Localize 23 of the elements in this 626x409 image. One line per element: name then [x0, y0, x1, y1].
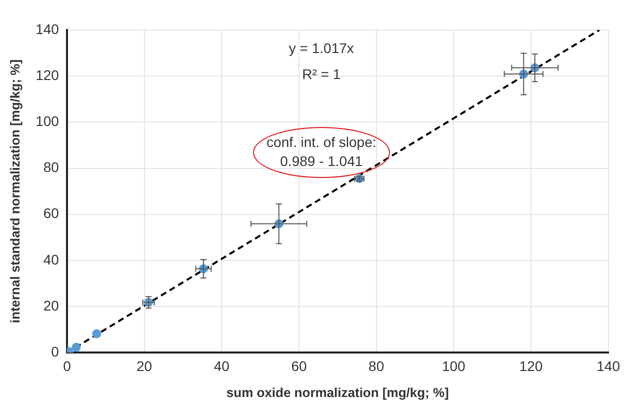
- y-tick-label: 120: [36, 66, 60, 83]
- y-tick-label: 140: [36, 20, 60, 37]
- x-tick-label: 140: [596, 358, 620, 374]
- x-tick-label: 100: [442, 358, 466, 374]
- annotation: R² = 1: [302, 66, 341, 82]
- y-tick-label: 80: [43, 159, 60, 176]
- y-tick-label: 40: [43, 251, 60, 268]
- y-tick-label: 20: [43, 297, 60, 314]
- x-tick-label: 40: [214, 358, 230, 374]
- y-tick-label: 60: [43, 205, 60, 222]
- annotation: y = 1.017x: [288, 40, 354, 56]
- y-axis-title: internal standard normalization [mg/kg; %]: [7, 59, 22, 324]
- point: [92, 329, 102, 338]
- x-tick-label: 120: [519, 358, 543, 374]
- y-tick-label: 0: [51, 343, 60, 360]
- x-axis-title: sum oxide normalization [mg/kg; %]: [226, 384, 449, 400]
- y-tick-label: 100: [36, 113, 60, 130]
- x-tick-label: 60: [291, 358, 307, 374]
- x-tick-label: 20: [136, 358, 152, 374]
- x-tick-label: 80: [368, 358, 384, 374]
- point: [72, 342, 81, 352]
- annotation: conf. int. of slope: 0.989 - 1.041: [266, 134, 376, 169]
- x-tick-label: 0: [63, 358, 72, 374]
